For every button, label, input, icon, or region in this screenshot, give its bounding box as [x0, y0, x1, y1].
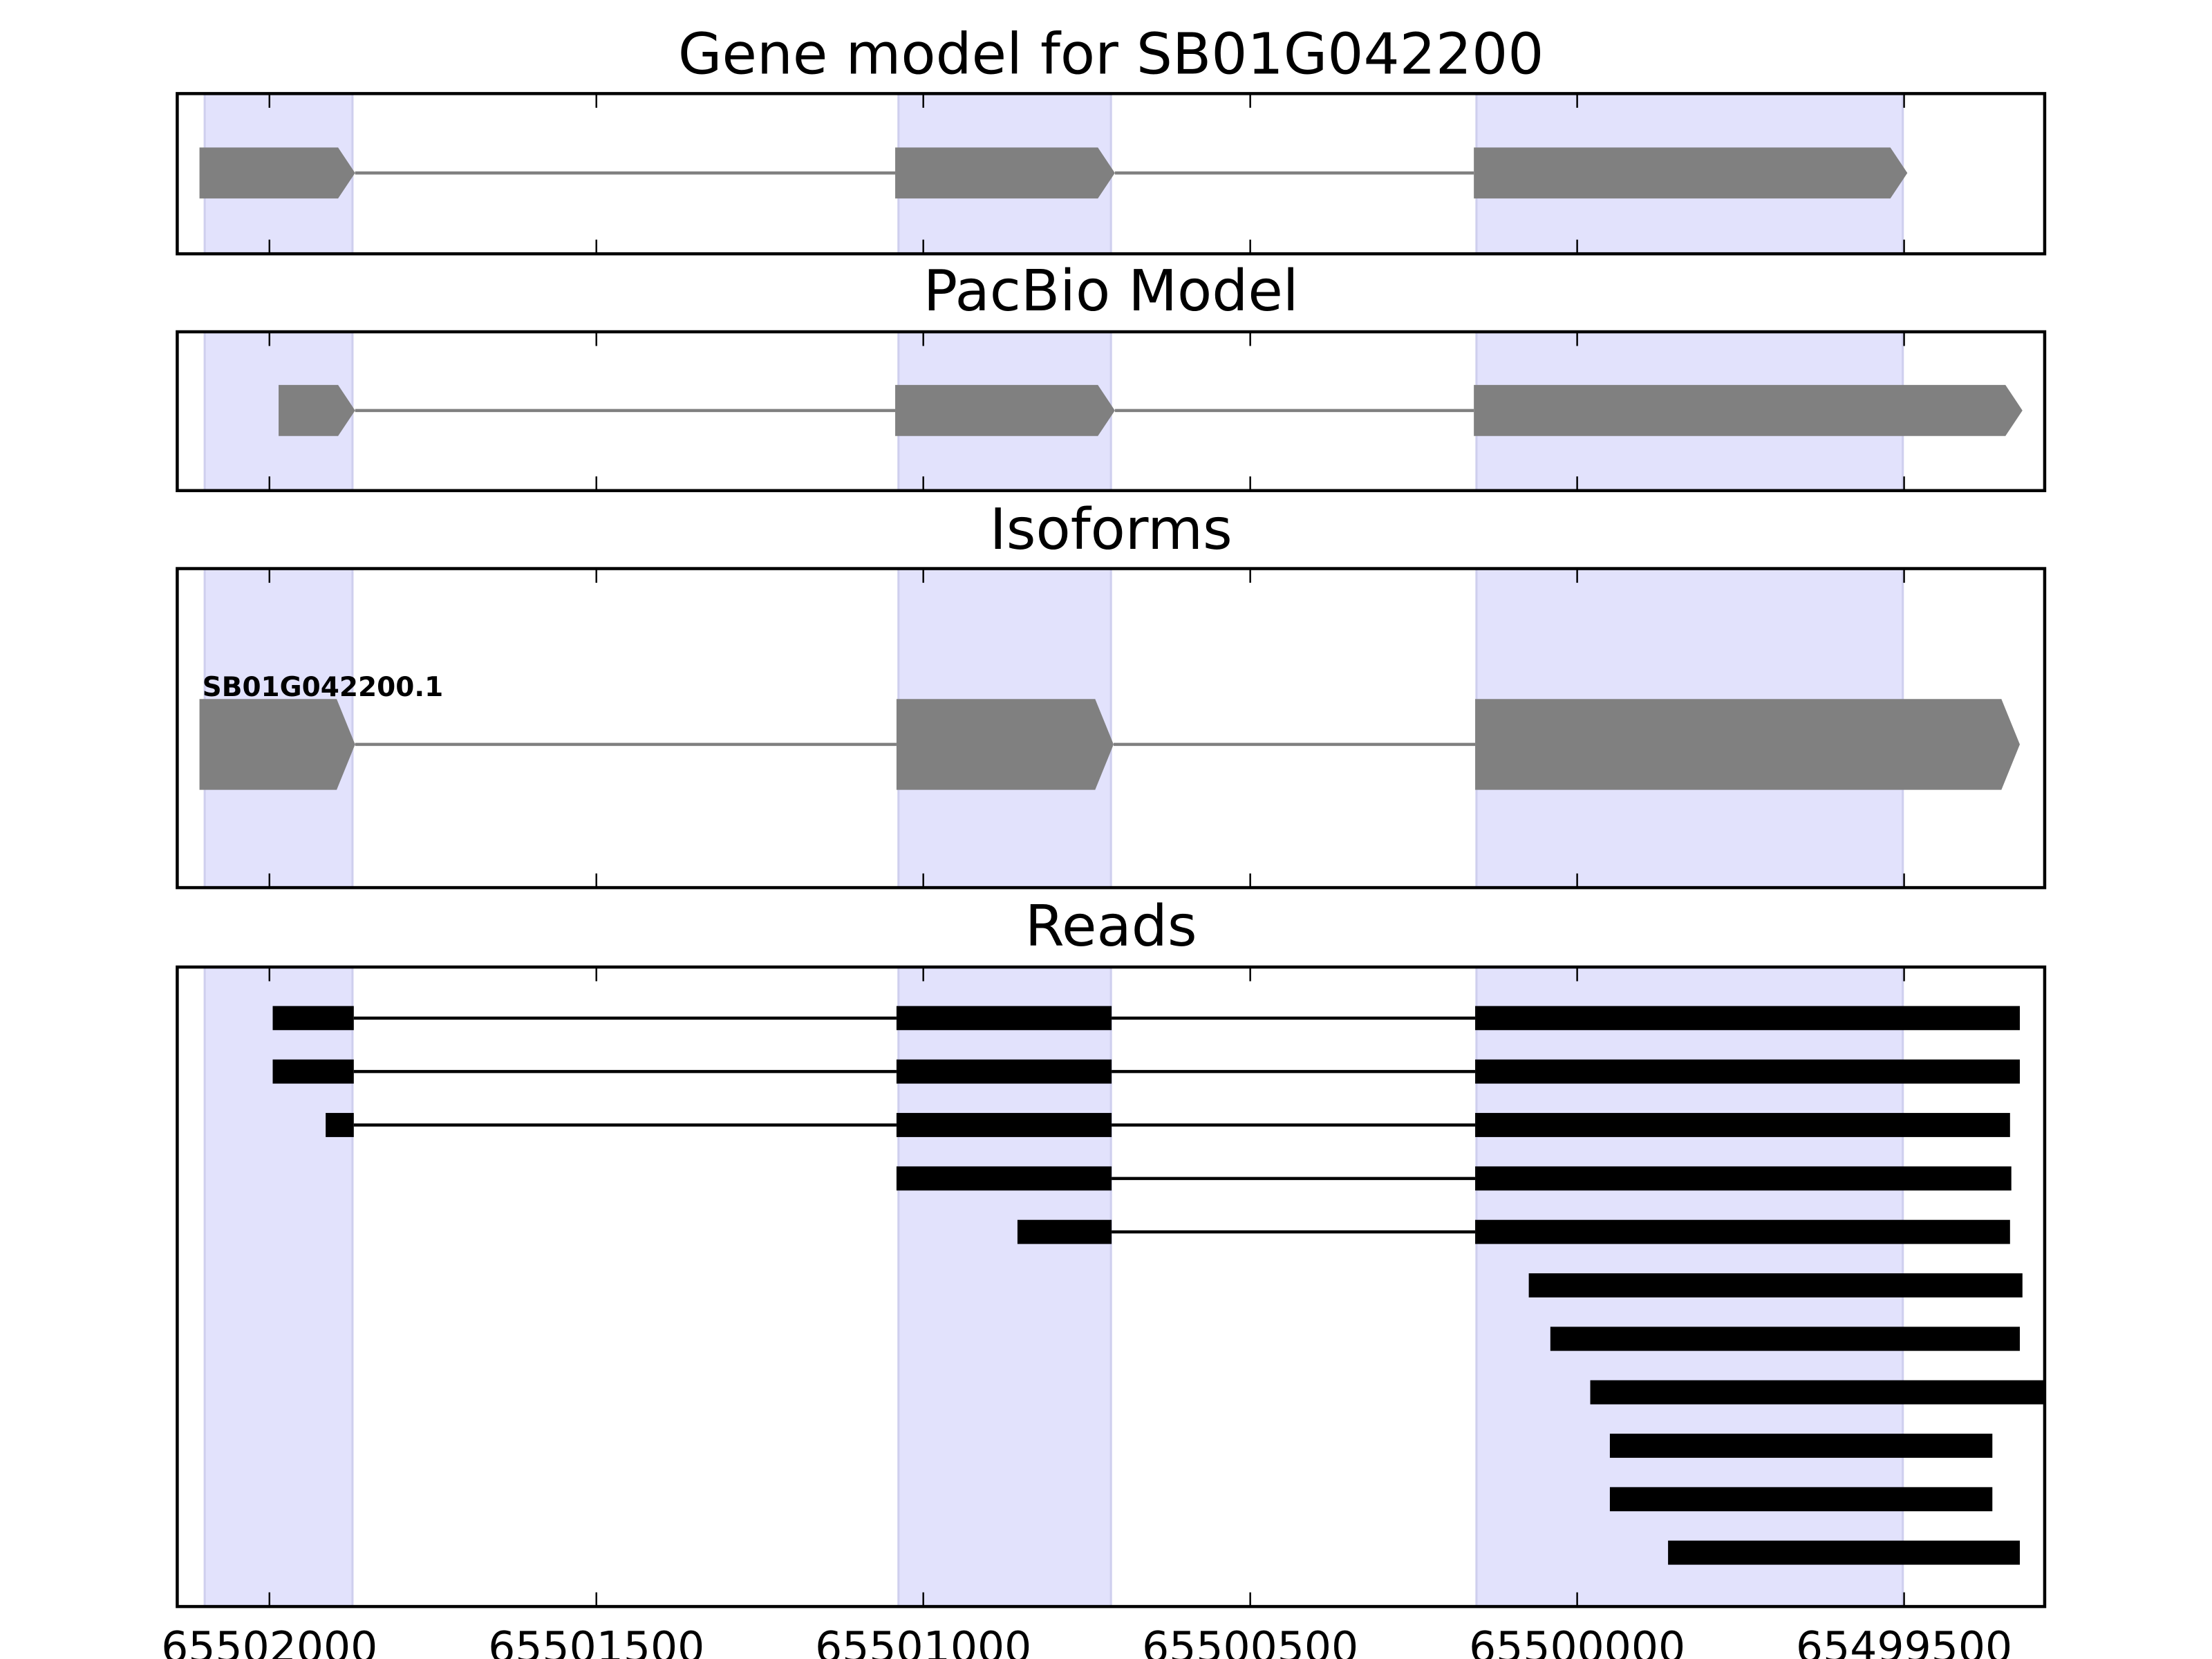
exon-arrow [895, 147, 1115, 199]
exon-arrow [1475, 699, 2021, 790]
panel-model-0: Gene model for SB01G042200 [176, 22, 2047, 256]
read-block [896, 1006, 1112, 1031]
read-2 [272, 1059, 2021, 1084]
panel-model-1: PacBio Model [176, 259, 2047, 492]
read-block [1475, 1219, 2010, 1244]
read-block [272, 1059, 354, 1084]
exon-arrow [1474, 147, 1908, 199]
x-tick-label: 65500500 [1142, 1622, 1358, 1659]
read-9 [1609, 1434, 1993, 1458]
read-1 [272, 1006, 2021, 1031]
read-3 [326, 1113, 2010, 1137]
read-block [1017, 1219, 1112, 1244]
read-block [1668, 1540, 2021, 1565]
panel-frame [176, 567, 2047, 890]
exon-arrow [895, 384, 1115, 436]
read-10 [1609, 1487, 1993, 1512]
read-6 [1528, 1273, 2023, 1297]
panel-title: PacBio Model [924, 259, 1299, 324]
panel-content [203, 966, 2045, 1607]
panel-title: Reads [1025, 894, 1197, 959]
panel-reads-3: Reads [176, 894, 2047, 1609]
panel-isoform-2: Isoforms SB01G042200.1 [176, 497, 2047, 890]
exon-arrow [199, 147, 355, 199]
x-tick-label: 65502000 [161, 1622, 377, 1659]
panel-title: Isoforms [990, 497, 1232, 563]
read-block [1475, 1006, 2021, 1031]
panel-frame [176, 92, 2047, 256]
x-tick-label: 65500000 [1469, 1622, 1685, 1659]
read-block [272, 1006, 354, 1031]
read-block [1590, 1380, 2045, 1405]
panel-content [199, 93, 1908, 254]
read-block [1475, 1059, 2021, 1084]
read-4 [896, 1166, 2012, 1191]
read-7 [1550, 1327, 2021, 1351]
read-block [1609, 1434, 1993, 1458]
panel-frame [176, 965, 2047, 1609]
read-block [896, 1166, 1112, 1191]
read-block [1528, 1273, 2023, 1297]
exon-arrow [279, 384, 355, 436]
panel-title: Gene model for SB01G042200 [678, 22, 1544, 88]
read-block [1475, 1113, 2010, 1137]
exon-arrow [1474, 384, 2023, 436]
x-tick-label: 65499500 [1796, 1622, 2012, 1659]
read-block [1475, 1166, 2012, 1191]
read-5 [1017, 1219, 2010, 1244]
read-8 [1590, 1380, 2045, 1405]
read-11 [1668, 1540, 2021, 1565]
panel-content [203, 331, 2023, 491]
x-tick-label: 65501000 [815, 1622, 1031, 1659]
x-tick-label: 65501500 [488, 1622, 704, 1659]
panel-frame [176, 330, 2047, 492]
exon-arrow [199, 699, 355, 790]
read-block [1609, 1487, 1993, 1512]
panel-content [199, 568, 2021, 888]
exon-arrow [896, 699, 1114, 790]
isoform-label: SB01G042200.1 [203, 672, 444, 703]
read-block [896, 1059, 1112, 1084]
read-block [326, 1113, 354, 1137]
read-block [1550, 1327, 2021, 1351]
read-block [896, 1113, 1112, 1137]
